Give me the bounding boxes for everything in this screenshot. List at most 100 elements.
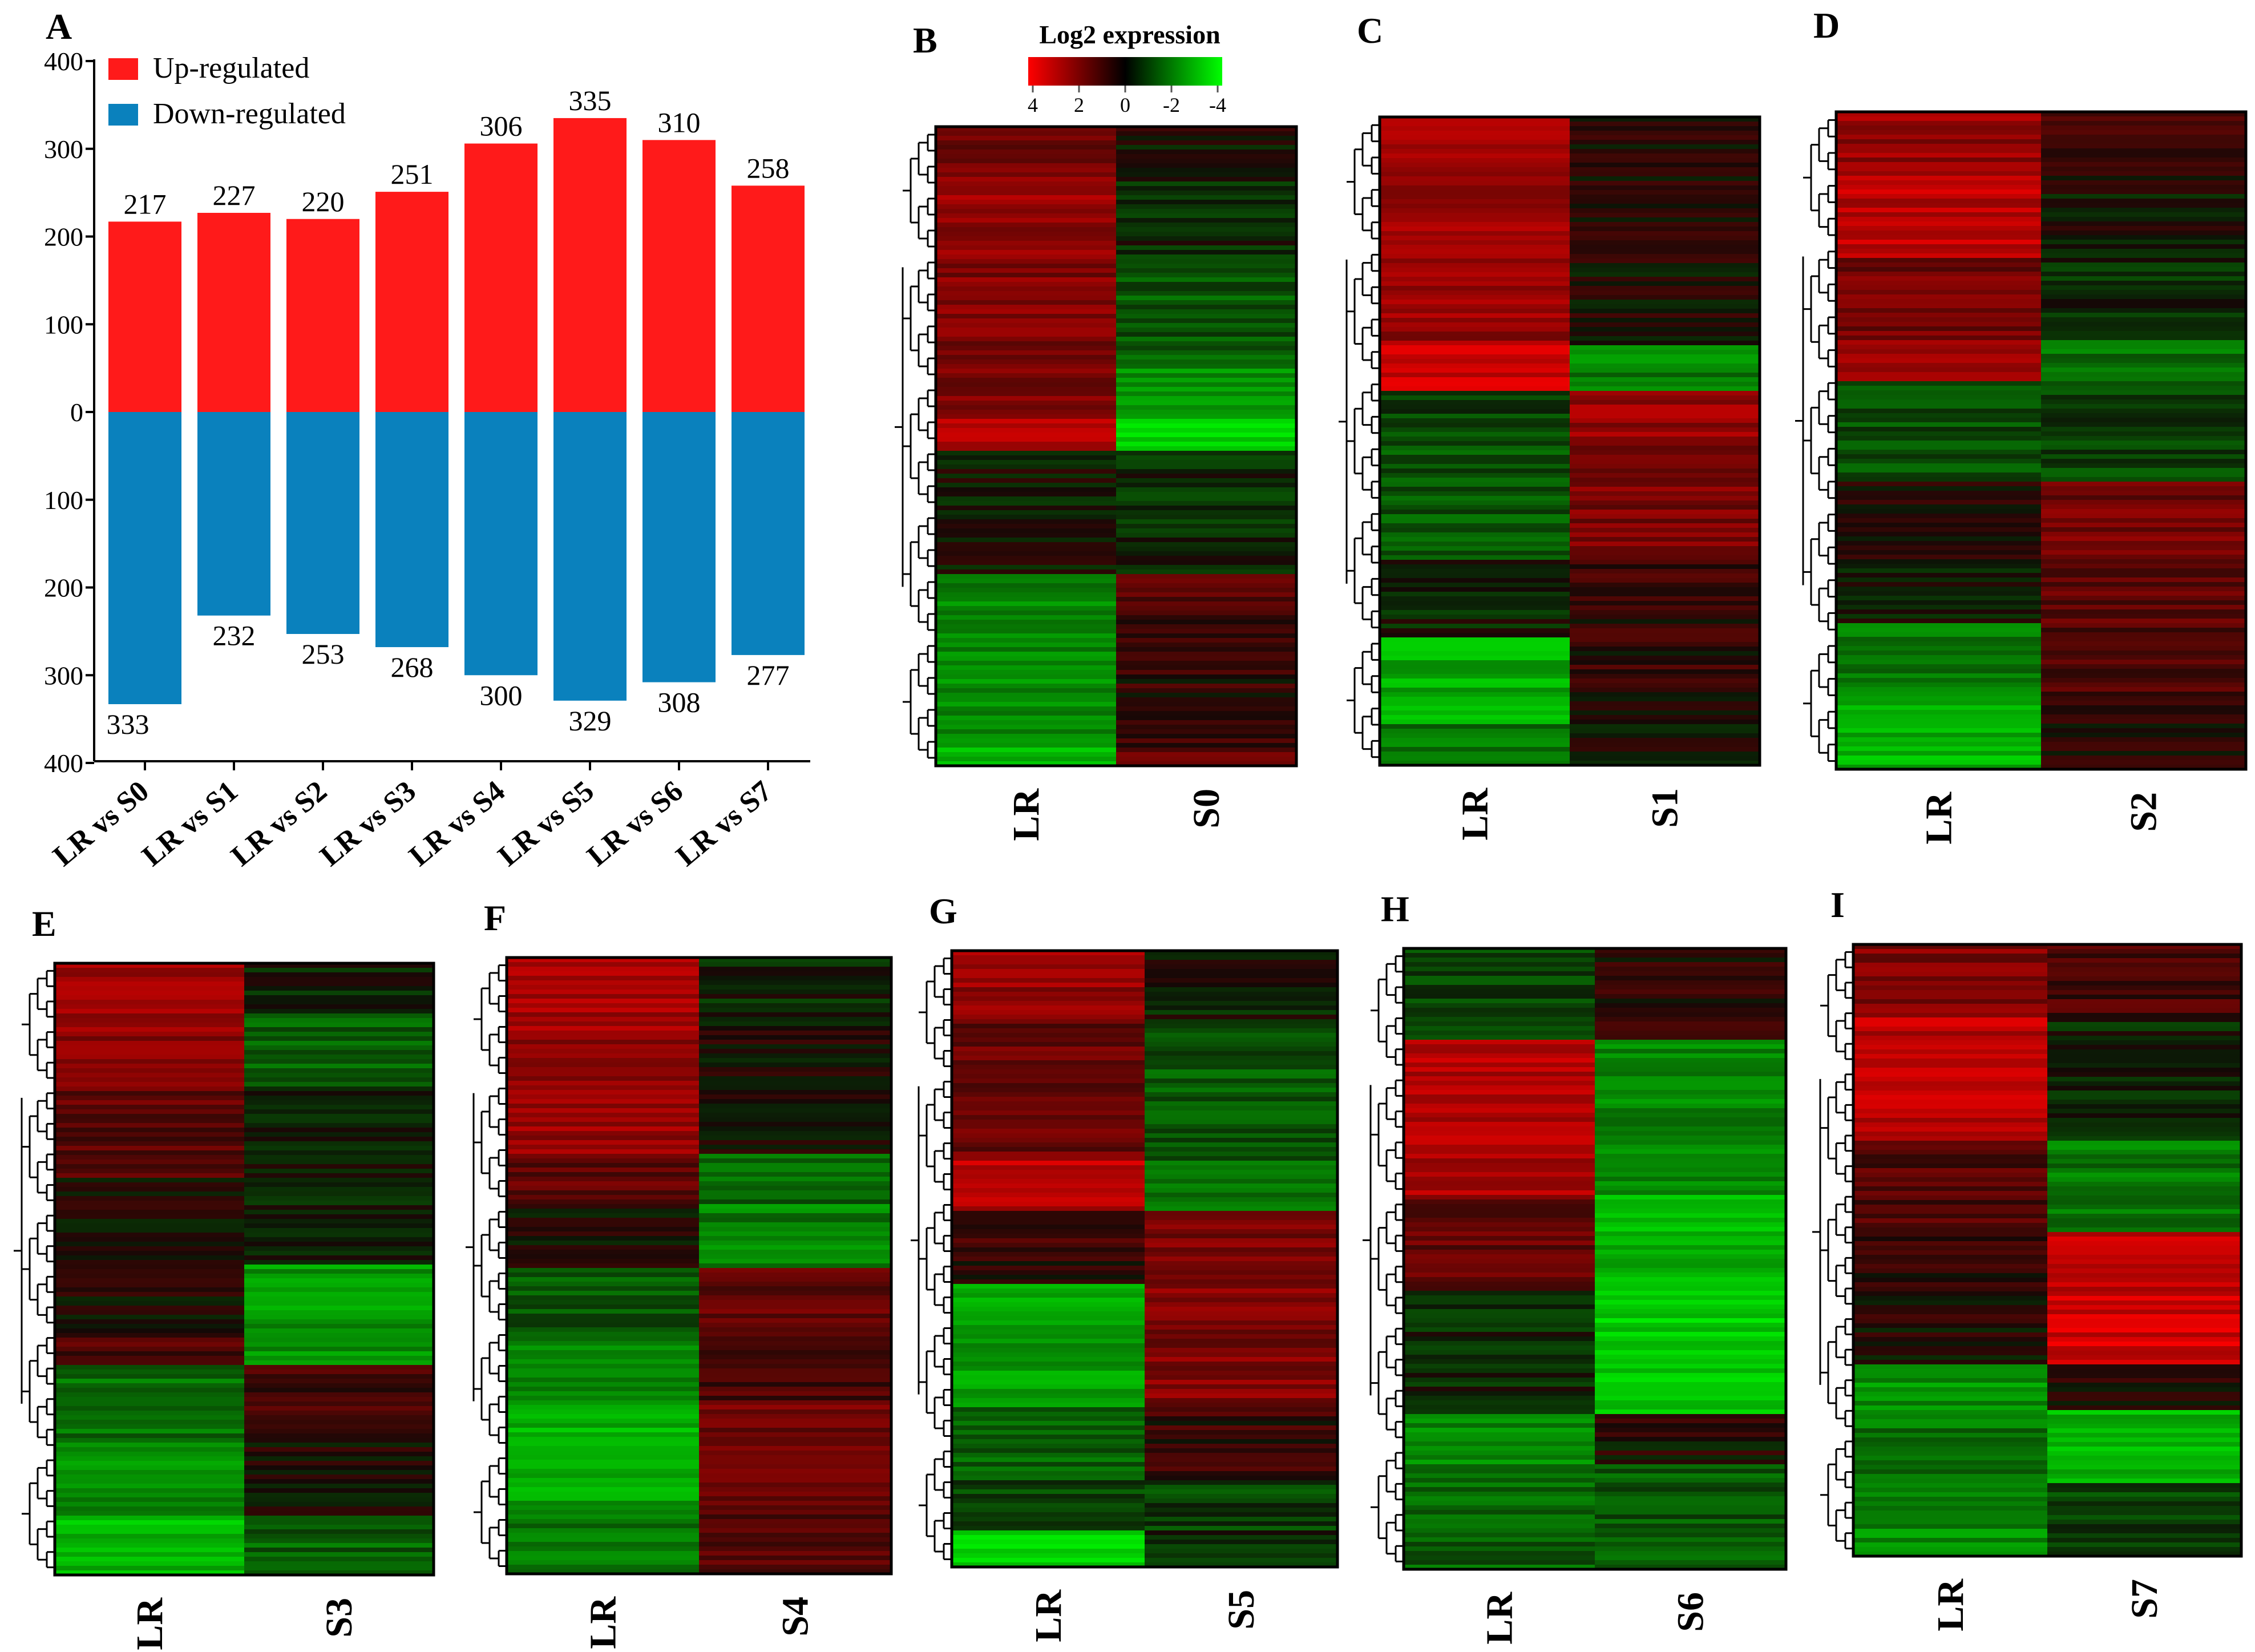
heatmap-cell — [1570, 615, 1760, 620]
heatmap-cell — [1595, 1286, 1787, 1291]
heatmap-cell — [1116, 200, 1297, 205]
heatmap-cell — [55, 1383, 245, 1388]
heatmap-cell — [952, 1530, 1145, 1536]
heatmap-cell — [1853, 1474, 2048, 1479]
heatmap-cell — [1595, 1496, 1787, 1501]
heatmap-cell — [1836, 317, 2042, 322]
heatmap-cell — [1853, 1186, 2048, 1191]
heatmap-cell — [244, 1077, 434, 1083]
heatmap-cell — [1836, 710, 2042, 715]
heatmap-cell — [1570, 395, 1760, 401]
heatmap-cell — [2041, 249, 2246, 254]
heatmap-cell — [1595, 1259, 1787, 1264]
heatmap-cell — [1595, 1227, 1787, 1232]
heatmap-cell — [1145, 1229, 1338, 1234]
heatmap-cell — [1836, 294, 2042, 300]
heatmap-cell — [244, 1105, 434, 1110]
heatmap-cell — [1836, 523, 2042, 528]
heatmap-cell — [2041, 354, 2246, 359]
dendrogram — [14, 970, 55, 1569]
heatmap-cell — [699, 1455, 892, 1460]
heatmap-cell — [936, 670, 1117, 675]
heatmap-cell — [1404, 1473, 1595, 1479]
heatmap-cell — [2047, 1049, 2242, 1055]
heatmap-cell — [1380, 542, 1570, 547]
heatmap-cell — [1145, 1508, 1338, 1513]
heatmap-cell — [1380, 395, 1570, 401]
heatmap-cell — [1853, 1017, 2048, 1023]
heatmap-cell — [507, 1181, 700, 1186]
heatmap-cell — [1853, 1132, 2048, 1137]
heatmap-cell — [244, 972, 434, 978]
heatmap-cell — [1836, 655, 2042, 660]
heatmap-cell — [55, 1155, 245, 1160]
heatmap-cell — [952, 1243, 1145, 1248]
heatmap-cell — [936, 369, 1117, 374]
heatmap-cell — [699, 1003, 892, 1008]
heatmap-cell — [1836, 354, 2042, 359]
heatmap-cell — [507, 1250, 700, 1255]
heatmap-cells-b — [936, 127, 1297, 766]
heatmap-cell — [1145, 1069, 1338, 1075]
heatmap-cell — [1836, 628, 2042, 633]
heatmap-cell — [952, 983, 1145, 988]
heatmap-cell — [1404, 1031, 1595, 1036]
heatmap-cell — [699, 980, 892, 985]
heatmap-cell — [936, 346, 1117, 351]
heatmap-cell — [507, 1067, 700, 1072]
heatmap-cell — [244, 1301, 434, 1306]
heatmap-cell — [1116, 569, 1297, 575]
heatmap-cell — [952, 955, 1145, 960]
heatmap-cell — [1836, 482, 2042, 487]
heatmap-cell — [2041, 349, 2246, 354]
category-label-8: LR vs S7 — [670, 775, 778, 873]
heatmap-cell — [1853, 1369, 2048, 1374]
heatmap-cell — [936, 674, 1117, 680]
heatmap-cell — [507, 1355, 700, 1360]
heatmap-cell — [952, 1289, 1145, 1294]
heatmap-cell — [1380, 683, 1570, 688]
heatmap-cell — [1145, 1257, 1338, 1262]
heatmap-cell — [2047, 1154, 2242, 1160]
heatmap-cell — [55, 1109, 245, 1114]
category-label-4: LR vs S3 — [314, 775, 422, 873]
heatmap-cell — [2041, 614, 2246, 619]
heatmap-cell — [936, 195, 1117, 200]
heatmap-cell — [1404, 1309, 1595, 1314]
heatmap-cell — [507, 1510, 700, 1515]
heatmap-cell — [1836, 390, 2042, 395]
heatmap-cell — [699, 1565, 892, 1570]
heatmap-cell — [1145, 1142, 1338, 1148]
heatmap-cell — [1116, 213, 1297, 219]
heatmap-cell — [1380, 263, 1570, 268]
heatmap-cell — [1145, 1115, 1338, 1120]
heatmap-cell — [507, 1464, 700, 1469]
heatmap-cell — [1570, 729, 1760, 734]
heatmap-cell — [1116, 478, 1297, 483]
heatmap-cell — [1595, 1373, 1787, 1378]
heatmap-cell — [952, 1503, 1145, 1508]
heatmap-cell — [1404, 1332, 1595, 1337]
heatmap-column-label: S4 — [775, 1597, 817, 1637]
heatmap-cell — [1595, 1241, 1787, 1246]
heatmap-cell — [2047, 1355, 2242, 1360]
heatmap-cell — [1116, 131, 1297, 136]
heatmap-cell — [2041, 112, 2246, 117]
heatmap-cell — [936, 378, 1117, 383]
heatmap-cell — [1404, 1099, 1595, 1104]
heatmap-cell — [2047, 1296, 2242, 1301]
heatmap-cell — [55, 1169, 245, 1174]
heatmap-cell — [699, 1008, 892, 1013]
heatmap-cell — [699, 1341, 892, 1346]
heatmap-cell — [2041, 258, 2246, 263]
heatmap-cell — [507, 1149, 700, 1154]
heatmap-cell — [936, 629, 1117, 634]
heatmap-cell — [1853, 1401, 2048, 1406]
heatmap-cell — [507, 1291, 700, 1296]
heatmap-cell — [1570, 391, 1760, 396]
heatmap-cell — [1404, 1318, 1595, 1323]
heatmap-cell — [244, 1278, 434, 1283]
heatmap-cell — [507, 1341, 700, 1346]
heatmap-frame — [1402, 947, 1788, 1571]
heatmap-cell — [507, 1190, 700, 1195]
